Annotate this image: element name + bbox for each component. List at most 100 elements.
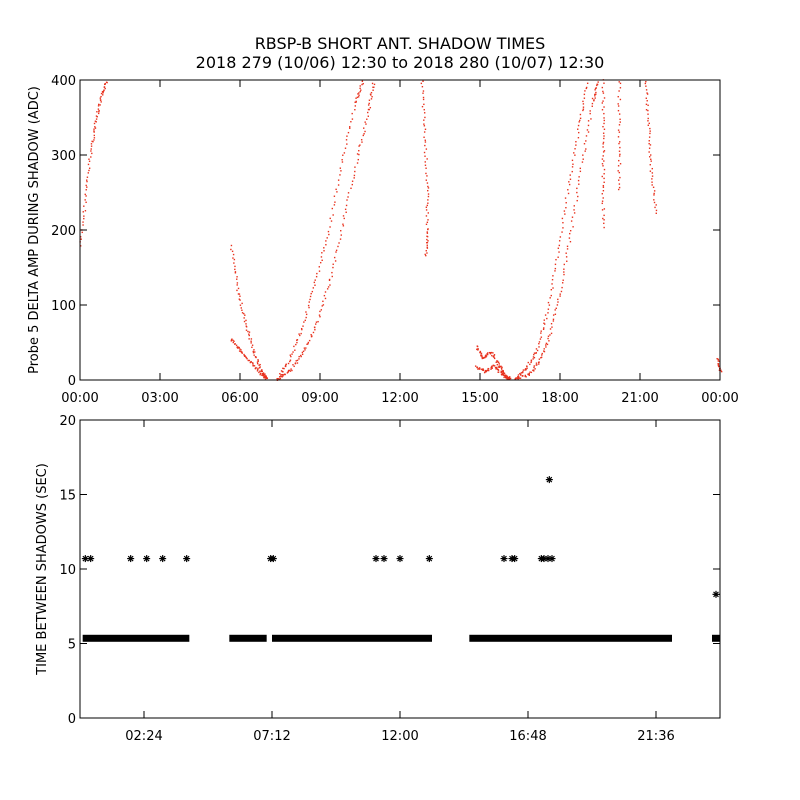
data-point — [498, 363, 500, 365]
data-point — [619, 146, 621, 149]
data-point — [498, 365, 500, 367]
data-point — [335, 188, 337, 191]
data-point — [517, 378, 519, 380]
data-point — [313, 281, 316, 284]
data-point — [99, 104, 101, 106]
data-point — [90, 145, 93, 147]
data-point — [570, 220, 573, 222]
data-point — [487, 369, 490, 372]
data-band — [712, 634, 720, 642]
data-point — [602, 186, 605, 188]
top-y-tick-label: 400 — [51, 74, 76, 89]
data-point — [360, 89, 362, 91]
data-point — [603, 137, 605, 140]
data-point — [619, 176, 621, 179]
data-point — [651, 181, 653, 183]
data-point — [594, 93, 596, 96]
bottom-y-tick-label: 15 — [59, 489, 76, 504]
data-point — [423, 151, 426, 154]
data-point — [298, 355, 300, 358]
data-point — [238, 298, 241, 300]
data-point — [561, 217, 564, 220]
data-point — [594, 95, 596, 97]
data-point — [602, 92, 605, 94]
data-point — [81, 231, 83, 234]
data-point — [368, 102, 370, 105]
data-point — [524, 368, 527, 370]
data-point — [577, 131, 580, 134]
data-point — [591, 97, 594, 100]
data-point — [245, 319, 247, 322]
data-point — [557, 298, 559, 301]
data-point — [571, 216, 574, 218]
data-point — [312, 331, 315, 334]
data-point — [578, 121, 580, 123]
data-point — [645, 103, 648, 106]
data-point — [517, 377, 520, 379]
data-point — [350, 121, 352, 123]
data-point — [424, 139, 426, 141]
data-point — [543, 350, 546, 353]
data-point — [577, 124, 580, 127]
data-point — [318, 266, 321, 268]
top-x-tick-label: 09:00 — [301, 391, 338, 406]
data-point — [527, 361, 529, 364]
data-point — [571, 159, 574, 162]
data-point — [359, 87, 361, 90]
data-point — [230, 244, 233, 247]
data-point — [586, 129, 589, 131]
data-point — [339, 167, 342, 169]
data-point — [573, 212, 576, 214]
data-point — [648, 140, 650, 142]
bottom-y-axis-label: TIME BETWEEN SHADOWS (SEC) — [35, 463, 50, 676]
data-point — [547, 312, 549, 314]
data-point — [601, 202, 603, 205]
data-point — [97, 103, 100, 106]
data-point — [618, 113, 621, 115]
data-point — [261, 370, 263, 373]
data-point — [337, 179, 340, 181]
data-point — [490, 368, 492, 370]
data-point — [563, 271, 565, 273]
chart-subtitle: 2018 279 (10/06) 12:30 to 2018 280 (10/0… — [195, 53, 605, 72]
data-point — [424, 116, 426, 119]
data-point — [585, 148, 587, 150]
data-point — [261, 369, 263, 371]
data-point — [240, 307, 242, 309]
data-point — [571, 166, 574, 168]
data-point — [281, 376, 283, 378]
data-point — [79, 236, 82, 238]
delta-amp-points — [79, 79, 723, 381]
data-point — [585, 140, 587, 142]
data-point — [426, 204, 429, 207]
data-point — [520, 372, 523, 374]
top-x-tick-label: 06:00 — [221, 391, 258, 406]
top-y-tick-label: 0 — [68, 374, 76, 389]
data-point — [91, 152, 93, 155]
data-point — [365, 123, 367, 125]
data-point — [538, 363, 540, 365]
data-point — [538, 343, 540, 345]
data-point — [351, 112, 353, 115]
top-x-tick-label: 00:00 — [61, 391, 98, 406]
data-point — [566, 245, 569, 248]
data-point — [483, 371, 486, 374]
data-point — [589, 110, 591, 112]
data-point — [423, 131, 426, 133]
data-point — [426, 244, 428, 246]
data-point — [296, 339, 299, 341]
data-point — [291, 353, 293, 355]
data-point — [250, 342, 252, 344]
data-point — [256, 362, 259, 365]
data-point — [549, 328, 552, 330]
data-point — [321, 259, 323, 262]
data-point — [245, 329, 248, 331]
data-point — [559, 293, 561, 295]
data-point — [302, 350, 305, 352]
data-point — [258, 367, 261, 369]
data-point — [90, 156, 92, 158]
data-point — [497, 361, 500, 364]
data-point — [602, 146, 604, 148]
data-point — [231, 250, 234, 253]
data-point — [340, 230, 342, 232]
